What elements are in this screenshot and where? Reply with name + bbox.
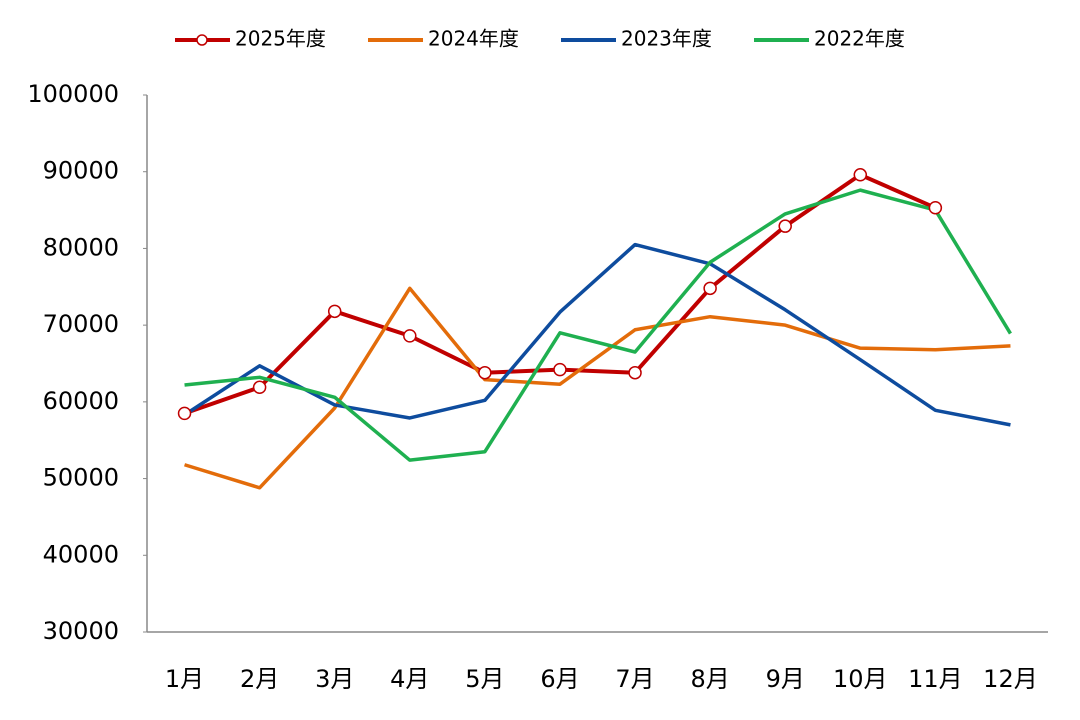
point-marker [252, 380, 267, 395]
point-marker [778, 219, 792, 233]
legend-label: 2023年度 [621, 27, 712, 51]
y-tick-label: 30000 [43, 617, 119, 645]
x-tick-label: 3月 [315, 665, 354, 693]
legend-label: 2025年度 [235, 27, 326, 51]
point-marker [478, 365, 492, 380]
x-tick-label: 12月 [983, 665, 1038, 693]
y-tick-label: 100000 [27, 80, 119, 108]
x-tick-label: 7月 [615, 665, 654, 693]
x-tick-label: 8月 [690, 665, 729, 693]
point-marker [853, 168, 868, 182]
series-line [183, 172, 937, 416]
y-tick-label: 90000 [43, 157, 119, 185]
x-tick-label: 2月 [240, 665, 279, 693]
x-tick-label: 4月 [390, 665, 429, 693]
point-marker [628, 365, 642, 380]
y-tick-label: 40000 [43, 540, 119, 568]
legend-label: 2024年度 [428, 27, 519, 51]
y-tick-label: 50000 [43, 464, 119, 492]
series-line [183, 242, 1011, 427]
point-marker [703, 281, 717, 296]
point-marker [928, 201, 943, 215]
y-tick-label: 70000 [43, 310, 119, 338]
x-tick-label: 5月 [465, 665, 504, 693]
y-tick-label: 60000 [43, 387, 119, 415]
legend-label: 2022年度 [814, 27, 905, 51]
x-tick-label: 6月 [540, 665, 579, 693]
x-tick-label: 11月 [908, 665, 963, 693]
series-line [184, 188, 1012, 462]
point-marker [327, 304, 342, 319]
point-marker [177, 406, 192, 421]
series-line [184, 286, 1011, 490]
x-tick-label: 1月 [165, 665, 204, 693]
point-marker [553, 362, 567, 377]
x-tick-label: 9月 [766, 665, 805, 693]
point-marker [403, 329, 417, 343]
y-tick-label: 80000 [43, 233, 119, 261]
legend-marker [196, 34, 208, 46]
x-tick-label: 10月 [833, 665, 888, 693]
